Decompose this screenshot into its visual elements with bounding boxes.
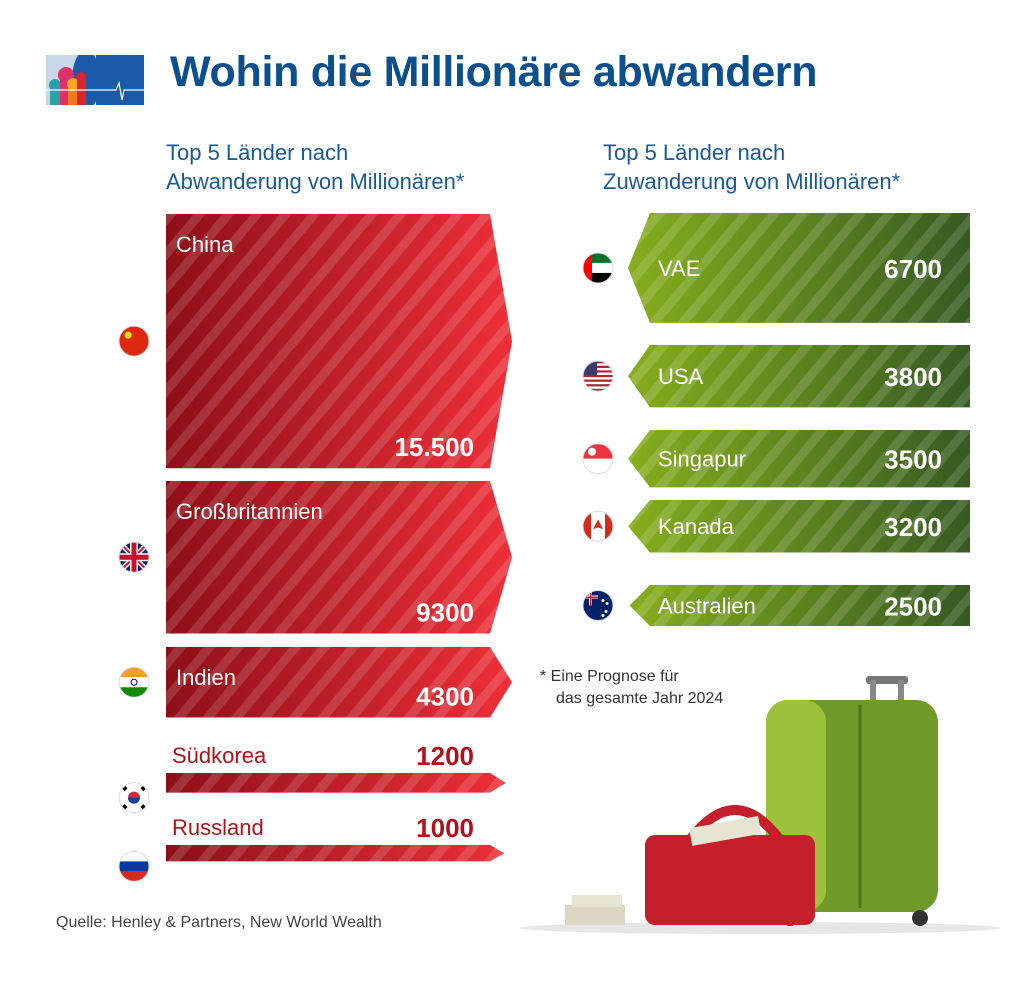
australia-flag-icon <box>582 590 614 621</box>
page-title: Wohin die Millionäre abwandern <box>170 48 818 96</box>
emigration-label: Indien <box>176 665 236 690</box>
immigration-bar-stripes <box>628 430 970 488</box>
emigration-bar-stripes <box>166 773 506 793</box>
emigration-value: 1200 <box>416 741 474 771</box>
immigration-bar-stripes <box>628 213 970 323</box>
emigration-title-line-2: Abwanderung von Millionären* <box>166 169 465 194</box>
immigration-label: Australien <box>658 594 756 619</box>
immigration-chart-title: Top 5 Länder nach Zuwanderung von Millio… <box>603 138 900 196</box>
immigration-label: USA <box>658 364 704 389</box>
immigration-value: 3800 <box>884 362 942 392</box>
immigration-bar-stripes <box>628 500 970 553</box>
immigration-value: 3200 <box>884 512 942 542</box>
immigration-title-line-1: Top 5 Länder nach <box>603 140 786 165</box>
emigration-label: Russland <box>172 815 264 840</box>
emigration-label: Südkorea <box>172 743 267 768</box>
immigration-label: VAE <box>658 256 700 281</box>
logo <box>46 55 144 105</box>
emigration-chart-title: Top 5 Länder nach Abwanderung von Millio… <box>166 138 464 196</box>
source-note: Quelle: Henley & Partners, New World Wea… <box>56 914 382 931</box>
usa-flag-icon <box>582 360 614 392</box>
immigration-label: Singapur <box>658 447 746 472</box>
emigration-bar-stripes <box>166 214 512 469</box>
emigration-value: 1000 <box>416 813 474 843</box>
immigration-value: 6700 <box>884 254 942 284</box>
immigration-label: Kanada <box>658 514 735 539</box>
india-flag-icon <box>118 666 150 698</box>
uae-flag-icon <box>582 252 614 284</box>
immigration-value: 2500 <box>884 592 942 622</box>
emigration-value: 4300 <box>416 682 474 712</box>
south-korea-flag-icon <box>118 782 150 814</box>
immigration-bar-stripes <box>629 585 970 626</box>
emigration-label: China <box>176 232 234 257</box>
uk-flag-icon <box>118 541 150 573</box>
russia-flag-icon <box>118 850 150 882</box>
footnote-line-1: * Eine Prognose für <box>540 668 679 685</box>
immigration-title-line-2: Zuwanderung von Millionären* <box>603 169 901 194</box>
footnote-line-2: das gesamte Jahr 2024 <box>556 690 724 707</box>
emigration-value: 9300 <box>416 598 474 628</box>
emigration-value: 15.500 <box>394 432 474 462</box>
emigration-bar-stripes <box>166 481 512 634</box>
canada-flag-icon <box>582 510 614 542</box>
emigration-label: Großbritannien <box>176 499 323 524</box>
emigration-bar-stripes <box>166 647 512 718</box>
emigration-title-line-1: Top 5 Länder nach <box>166 140 349 165</box>
footnote: * Eine Prognose für das gesamte Jahr 202… <box>540 666 723 710</box>
immigration-value: 3500 <box>884 445 942 475</box>
luggage-illustration <box>520 676 1000 934</box>
singapore-flag-icon <box>582 443 614 475</box>
emigration-bar-stripes <box>166 845 505 862</box>
china-flag-icon <box>118 325 150 357</box>
immigration-bar-stripes <box>628 345 970 408</box>
